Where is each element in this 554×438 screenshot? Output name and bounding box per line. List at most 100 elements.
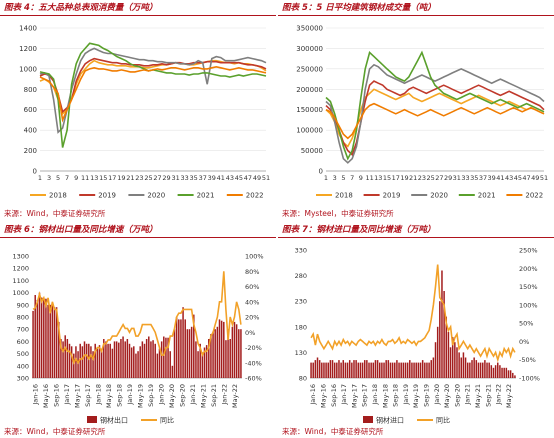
bar bbox=[115, 341, 118, 378]
panel-title: 图表 4：五大品种总表观消费量（万吨） bbox=[4, 3, 158, 13]
x-tick-label: Jan-16 bbox=[31, 384, 39, 406]
bar bbox=[145, 339, 148, 378]
bar bbox=[152, 340, 154, 378]
x-tick-label: Jan-22 bbox=[495, 384, 503, 406]
bar bbox=[336, 362, 338, 378]
y-tick-label: 1200 bbox=[19, 45, 37, 53]
x-tick-label: 25 bbox=[144, 174, 152, 182]
x-tick-label: 47 bbox=[522, 174, 530, 182]
x-tick-label: Sep-19 bbox=[147, 384, 155, 407]
x-tick-label: May-19 bbox=[412, 384, 420, 408]
bar bbox=[53, 307, 56, 378]
x-tick-label: Sep-18 bbox=[392, 384, 400, 407]
bar bbox=[148, 336, 150, 378]
y2-tick-label: 0% bbox=[245, 329, 255, 337]
x-tick-label: 31 bbox=[453, 174, 461, 182]
y-tick-label: 330 bbox=[295, 247, 307, 255]
bar bbox=[160, 341, 163, 378]
panel-export: 图表 6：钢材出口量及同比增速（万吨） 300 400 500 600 700 800 90… bbox=[0, 222, 276, 438]
x-tick-label: 23 bbox=[418, 174, 426, 182]
bar bbox=[366, 360, 368, 378]
bar bbox=[79, 343, 81, 378]
y-tick-label: 1000 bbox=[19, 65, 37, 73]
x-tick-label: Jan-16 bbox=[309, 384, 317, 406]
bar bbox=[471, 360, 473, 378]
bar bbox=[175, 317, 178, 378]
bar bbox=[378, 362, 381, 378]
x-tick-label: 25 bbox=[426, 174, 434, 182]
bar bbox=[327, 362, 329, 378]
x-tick-label: 31 bbox=[171, 174, 179, 182]
x-tick-label: Sep-21 bbox=[484, 384, 492, 407]
bar bbox=[428, 362, 430, 378]
bar bbox=[64, 335, 66, 378]
bar bbox=[216, 326, 219, 378]
yoy-line bbox=[310, 264, 516, 363]
y-tick-label: 400 bbox=[17, 362, 29, 370]
panel-title-bar: 图表 4：五大品种总表观消费量（万吨） bbox=[0, 0, 276, 16]
bar bbox=[229, 339, 231, 378]
bar bbox=[103, 339, 105, 378]
bar bbox=[312, 362, 314, 378]
bar bbox=[81, 346, 84, 378]
bar bbox=[501, 367, 503, 378]
x-tick-label: May-20 bbox=[168, 384, 176, 408]
bar bbox=[484, 360, 486, 378]
x-tick-label: Jan-19 bbox=[402, 384, 410, 406]
bar bbox=[512, 372, 514, 378]
y2-tick-label: 200% bbox=[519, 265, 538, 273]
x-tick-label: May-17 bbox=[350, 384, 358, 408]
y2-tick-label: -100% bbox=[519, 375, 540, 383]
bar bbox=[94, 343, 96, 378]
x-tick-label: 19 bbox=[117, 174, 125, 182]
bar bbox=[333, 362, 336, 378]
bar bbox=[402, 362, 405, 378]
bar bbox=[240, 329, 242, 378]
panel-consumption: 图表 4：五大品种总表观消费量（万吨） 0 200 400 600 800 1000 120… bbox=[0, 0, 276, 219]
x-tick-label: 33 bbox=[180, 174, 188, 182]
y-tick-label: 800 bbox=[17, 314, 29, 322]
bar bbox=[212, 331, 214, 378]
bar bbox=[514, 375, 516, 378]
bar bbox=[338, 360, 340, 378]
bar bbox=[368, 362, 370, 378]
x-tick-label: May-16 bbox=[319, 384, 327, 408]
bar bbox=[363, 360, 366, 378]
y-tick-label: 200 bbox=[24, 147, 37, 155]
bar bbox=[479, 362, 482, 378]
y2-tick-label: -20% bbox=[245, 344, 262, 352]
bar bbox=[51, 302, 54, 378]
x-tick-label: Sep-16 bbox=[52, 384, 60, 407]
y-tick-label: 230 bbox=[295, 298, 307, 306]
bar bbox=[203, 347, 206, 378]
y2-tick-label: 20% bbox=[245, 314, 259, 322]
x-tick-label: 49 bbox=[253, 174, 261, 182]
y-tick-label: 80 bbox=[299, 375, 307, 383]
bar bbox=[34, 295, 36, 378]
y-tick-label: 280 bbox=[295, 272, 307, 280]
legend-label: 2020 bbox=[430, 192, 448, 200]
x-tick-label: 1 bbox=[38, 174, 42, 182]
bar bbox=[235, 324, 238, 378]
bar bbox=[231, 326, 234, 378]
bar bbox=[331, 360, 334, 378]
bar bbox=[190, 326, 193, 378]
bar bbox=[182, 307, 184, 378]
y2-tick-label: 250% bbox=[519, 247, 538, 255]
y-tick-label: 1200 bbox=[12, 265, 29, 273]
y-tick-label: 1100 bbox=[12, 277, 29, 285]
bar bbox=[85, 343, 88, 378]
bar bbox=[391, 362, 394, 378]
y-tick-label: 150000 bbox=[296, 106, 323, 114]
y-tick-label: 1400 bbox=[19, 25, 37, 33]
x-tick-label: 37 bbox=[199, 174, 207, 182]
y-tick-label: 300 bbox=[17, 375, 29, 383]
bar bbox=[381, 362, 383, 378]
y-tick-label: 130 bbox=[295, 349, 307, 357]
x-tick-label: May-17 bbox=[73, 384, 81, 408]
series-line bbox=[39, 65, 267, 123]
bar bbox=[348, 360, 351, 378]
x-tick-label: 7 bbox=[350, 174, 354, 182]
bar bbox=[411, 362, 413, 378]
bar bbox=[357, 362, 360, 378]
